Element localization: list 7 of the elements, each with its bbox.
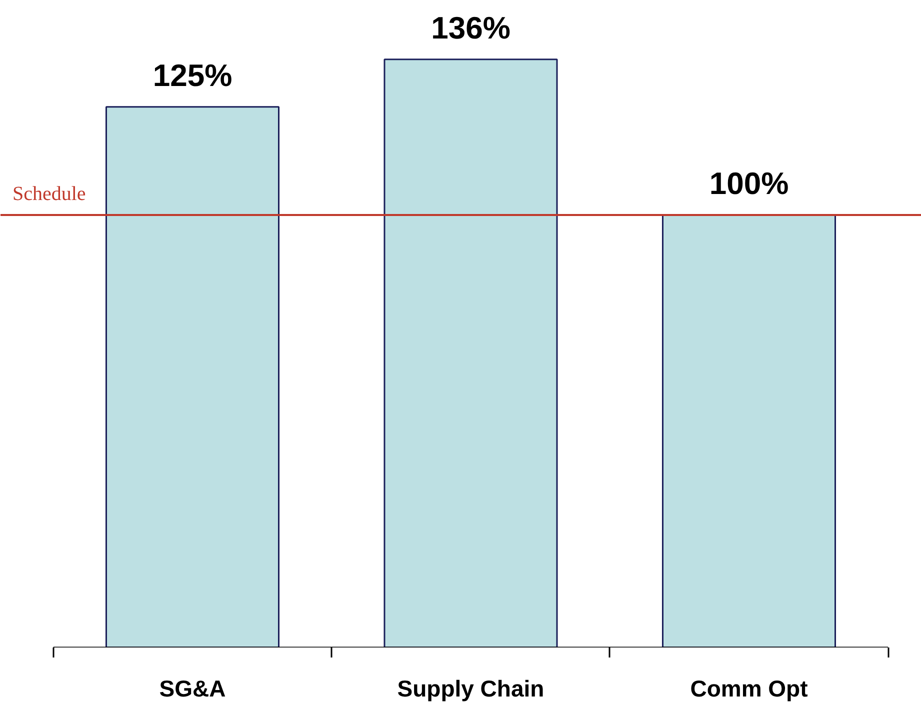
x-tick-label: Comm Opt — [690, 676, 808, 702]
data-label: 100% — [709, 166, 789, 202]
data-label: 125% — [152, 58, 232, 93]
data-label: 136% — [431, 10, 510, 46]
x-tick-label: Supply Chain — [397, 676, 544, 702]
ref-line-label: Schedule — [12, 183, 86, 206]
x-tick-label: SG&A — [159, 676, 226, 702]
